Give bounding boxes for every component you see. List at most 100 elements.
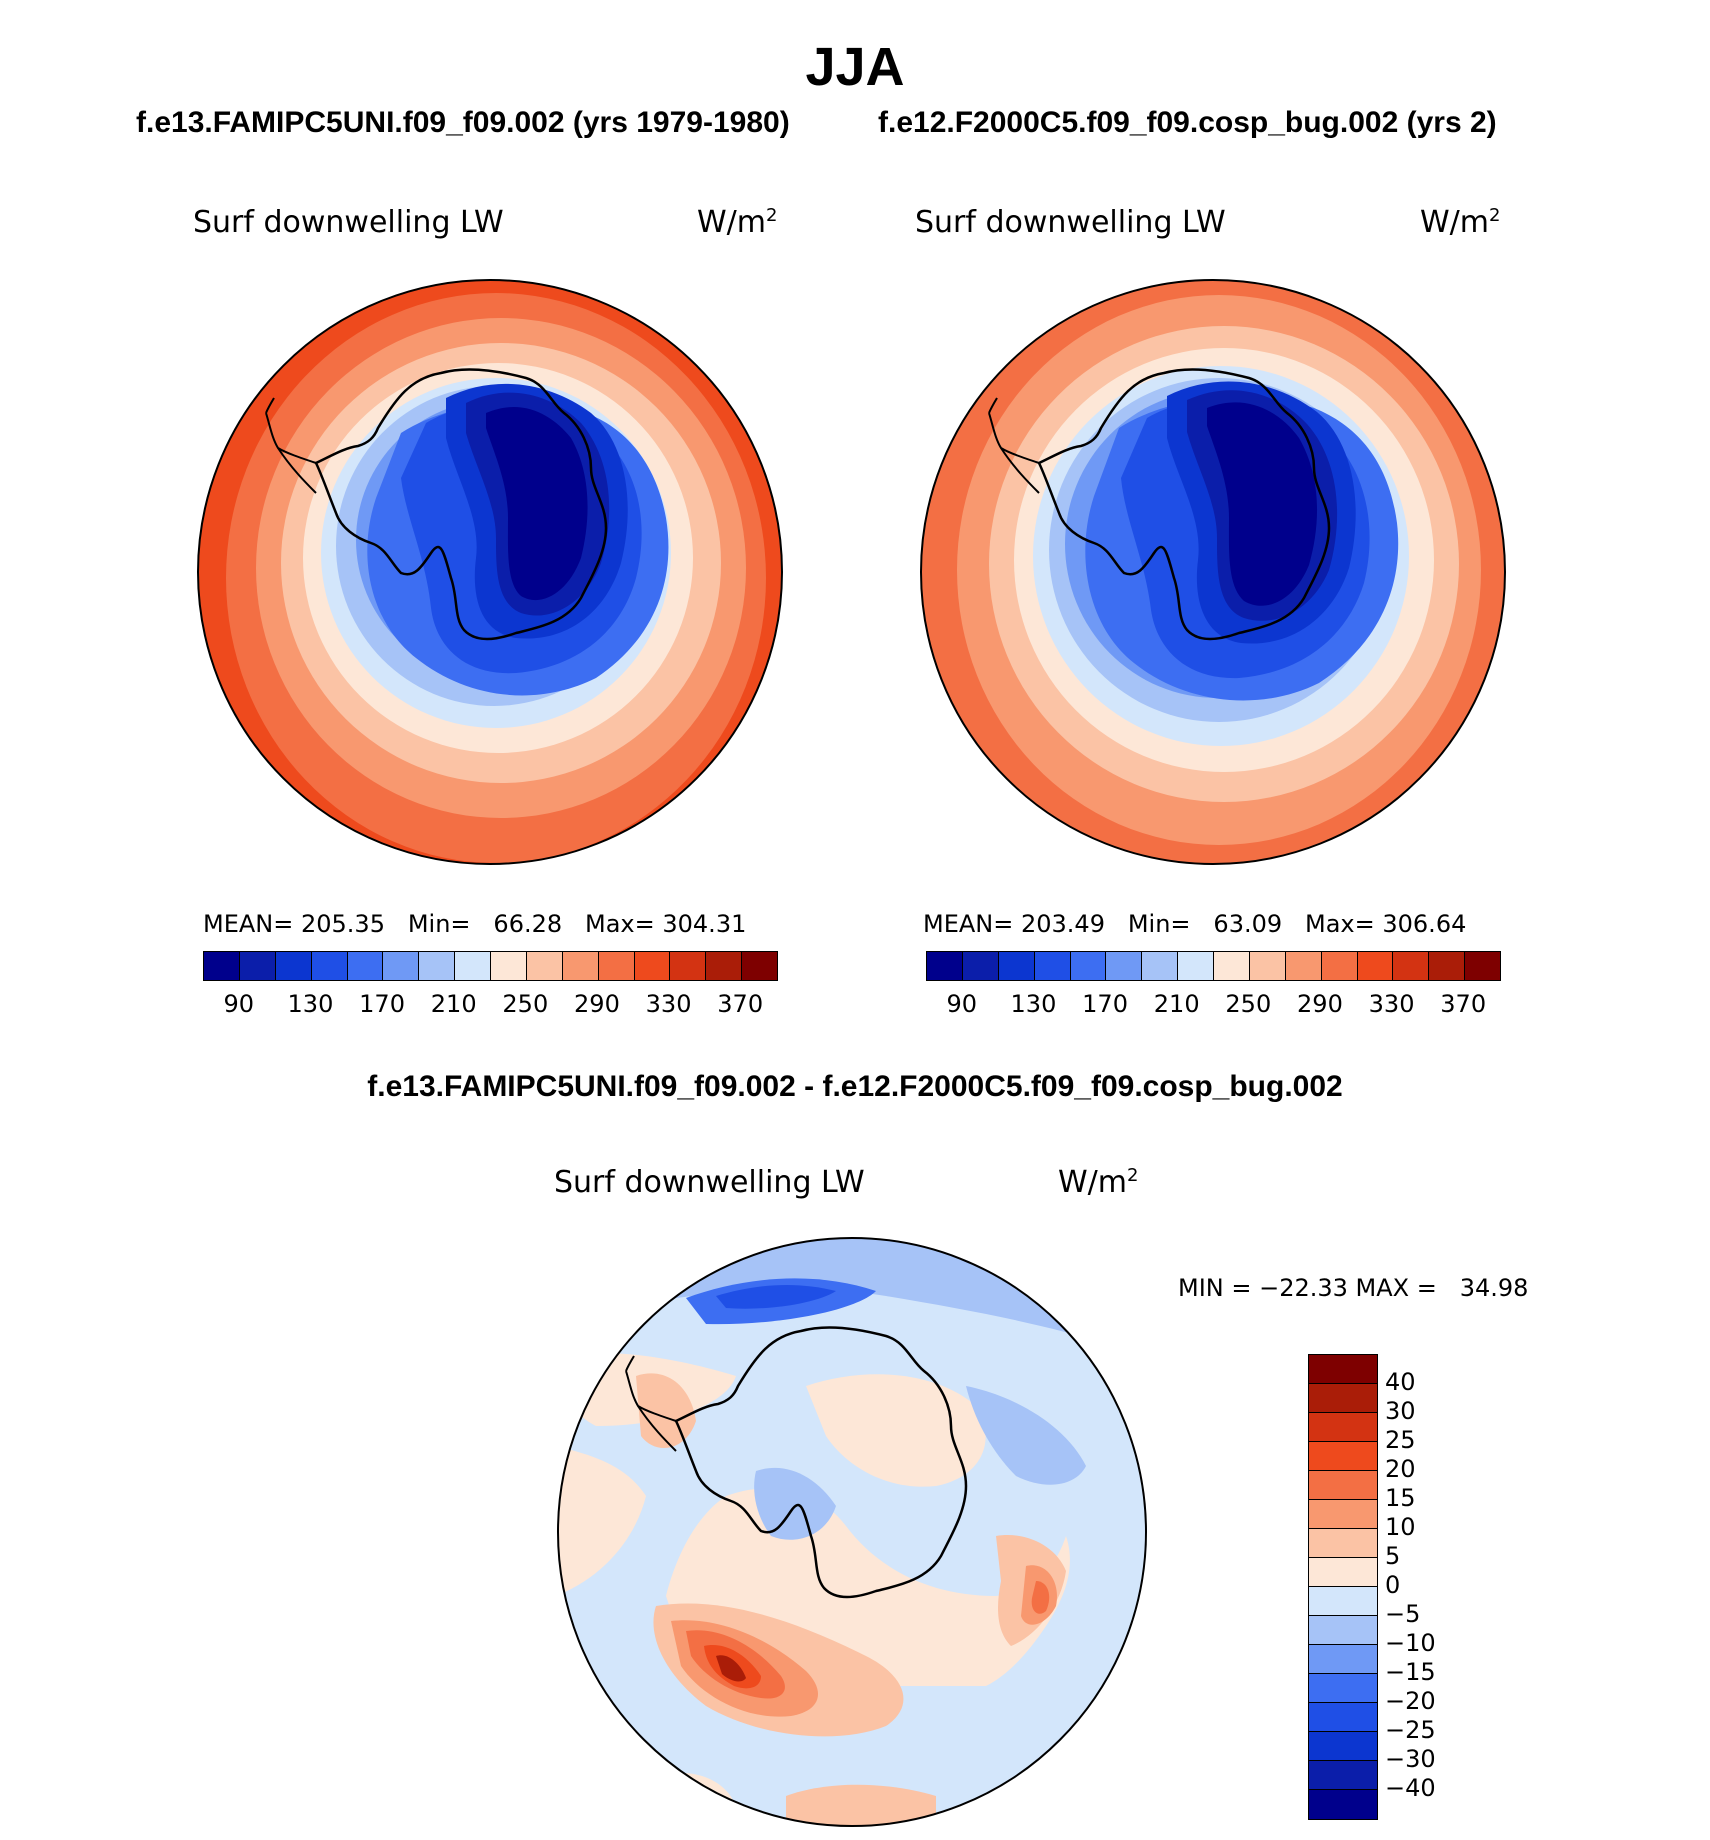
colorbar-tick-label: 15 (1385, 1484, 1416, 1512)
colorbar-swatch (383, 952, 420, 980)
panel-b-stats: MEAN= 203.49 Min= 63.09 Max= 306.64 (923, 910, 1467, 938)
colorbar-swatch (1309, 1761, 1377, 1790)
panel-b-variable-label: Surf downwelling LW (915, 205, 1226, 240)
colorbar-tick-label: 250 (1225, 990, 1272, 1018)
colorbar-tick-label: 290 (1297, 990, 1343, 1018)
colorbar-swatch (347, 952, 384, 980)
colorbar-swatch (1309, 1790, 1377, 1819)
panel-a-stats: MEAN= 205.35 Min= 66.28 Max= 304.31 (203, 910, 747, 938)
panel-a-colorbar-labels: 90 130 170 210 250 290 330 370 (203, 990, 776, 1020)
colorbar-swatch (1321, 952, 1358, 980)
colorbar-tick-label: −40 (1385, 1774, 1436, 1802)
colorbar-tick-label: −5 (1385, 1600, 1421, 1628)
colorbar-tick-label: 250 (502, 990, 549, 1018)
colorbar-swatch (634, 952, 671, 980)
colorbar-tick-label: 170 (1082, 990, 1128, 1018)
colorbar-swatch (1070, 952, 1107, 980)
colorbar-swatch (598, 952, 635, 980)
colorbar-tick-label: 370 (717, 990, 764, 1018)
diff-colorbar-labels: 40 30 25 20 15 10 5 0 −5 −10 −15 −20 −25 −30 −40 (1385, 1354, 1465, 1820)
colorbar-swatch (1249, 952, 1286, 980)
colorbar-tick-label: 130 (287, 990, 334, 1018)
colorbar-tick-label: −25 (1385, 1716, 1436, 1744)
diff-unit-label: W/m2 (1058, 1165, 1139, 1200)
colorbar-tick-label: −15 (1385, 1658, 1436, 1686)
colorbar-swatch (419, 952, 456, 980)
panel-a-variable-label: Surf downwelling LW (193, 205, 504, 240)
panel-b-title: f.e12.F2000C5.f09_f09.cosp_bug.002 (yrs … (878, 106, 1497, 139)
colorbar-swatch (204, 952, 240, 980)
colorbar-tick-label: −20 (1385, 1687, 1436, 1715)
colorbar-swatch (1309, 1616, 1377, 1645)
colorbar-swatch (1393, 952, 1430, 980)
colorbar-tick-label: 5 (1385, 1542, 1401, 1570)
colorbar-tick-label: 40 (1385, 1368, 1416, 1396)
colorbar-swatch (1429, 952, 1466, 980)
diff-polar-map (557, 1237, 1147, 1827)
colorbar-swatch (275, 952, 312, 980)
colorbar-swatch (239, 952, 276, 980)
colorbar-tick-label: 370 (1440, 990, 1487, 1018)
colorbar-tick-label: −10 (1385, 1629, 1436, 1657)
colorbar-tick-label: 90 (946, 990, 978, 1018)
colorbar-tick-label: 210 (430, 990, 477, 1018)
colorbar-tick-label: 290 (574, 990, 620, 1018)
diff-variable-label: Surf downwelling LW (554, 1165, 865, 1200)
colorbar-swatch (1309, 1587, 1377, 1616)
diff-stats: MIN = −22.33 MAX = 34.98 (1178, 1274, 1529, 1302)
panel-a-title: f.e13.FAMIPC5UNI.f09_f09.002 (yrs 1979-1… (136, 106, 790, 139)
colorbar-swatch (1309, 1384, 1377, 1413)
colorbar-swatch (962, 952, 999, 980)
colorbar-tick-label: 210 (1153, 990, 1200, 1018)
panel-b-colorbar (926, 951, 1501, 981)
colorbar-tick-label: −30 (1385, 1745, 1436, 1773)
colorbar-tick-label: 170 (359, 990, 405, 1018)
panel-a-unit-label: W/m2 (697, 205, 778, 240)
colorbar-tick-label: 130 (1010, 990, 1057, 1018)
panel-a-colorbar (203, 951, 778, 981)
colorbar-swatch (562, 952, 599, 980)
panel-a-polar-map (197, 279, 783, 865)
colorbar-tick-label: 10 (1385, 1513, 1416, 1541)
colorbar-swatch (1309, 1674, 1377, 1703)
colorbar-swatch (1309, 1355, 1377, 1384)
colorbar-swatch (1357, 952, 1394, 980)
colorbar-tick-label: 20 (1385, 1455, 1416, 1483)
panel-b-polar-map (920, 279, 1506, 865)
colorbar-swatch (670, 952, 707, 980)
colorbar-swatch (706, 952, 743, 980)
colorbar-swatch (1285, 952, 1322, 980)
colorbar-swatch (1309, 1558, 1377, 1587)
colorbar-swatch (1309, 1413, 1377, 1442)
colorbar-tick-label: 0 (1385, 1571, 1401, 1599)
colorbar-tick-label: 330 (1368, 990, 1415, 1018)
colorbar-tick-label: 90 (223, 990, 255, 1018)
colorbar-swatch (1309, 1442, 1377, 1471)
diff-colorbar (1308, 1354, 1378, 1820)
diff-title: f.e13.FAMIPC5UNI.f09_f09.002 - f.e12.F20… (367, 1070, 1343, 1103)
panel-b-unit-label: W/m2 (1420, 205, 1501, 240)
main-title: JJA (805, 37, 905, 97)
colorbar-swatch (1142, 952, 1179, 980)
colorbar-swatch (998, 952, 1035, 980)
colorbar-tick-label: 330 (645, 990, 692, 1018)
colorbar-tick-label: 30 (1385, 1397, 1416, 1425)
colorbar-swatch (1106, 952, 1143, 980)
colorbar-swatch (1309, 1703, 1377, 1732)
colorbar-swatch (311, 952, 348, 980)
colorbar-swatch (927, 952, 963, 980)
colorbar-tick-label: 25 (1385, 1426, 1416, 1454)
colorbar-swatch (1309, 1732, 1377, 1761)
colorbar-swatch (1309, 1500, 1377, 1529)
colorbar-swatch (526, 952, 563, 980)
colorbar-swatch (1309, 1645, 1377, 1674)
colorbar-swatch (1309, 1529, 1377, 1558)
panel-b-colorbar-labels: 90 130 170 210 250 290 330 370 (926, 990, 1499, 1020)
colorbar-swatch (1178, 952, 1214, 980)
colorbar-swatch (1465, 952, 1500, 980)
colorbar-swatch (491, 952, 527, 980)
colorbar-swatch (1034, 952, 1071, 980)
colorbar-swatch (742, 952, 777, 980)
colorbar-swatch (1309, 1471, 1377, 1500)
colorbar-swatch (1214, 952, 1250, 980)
